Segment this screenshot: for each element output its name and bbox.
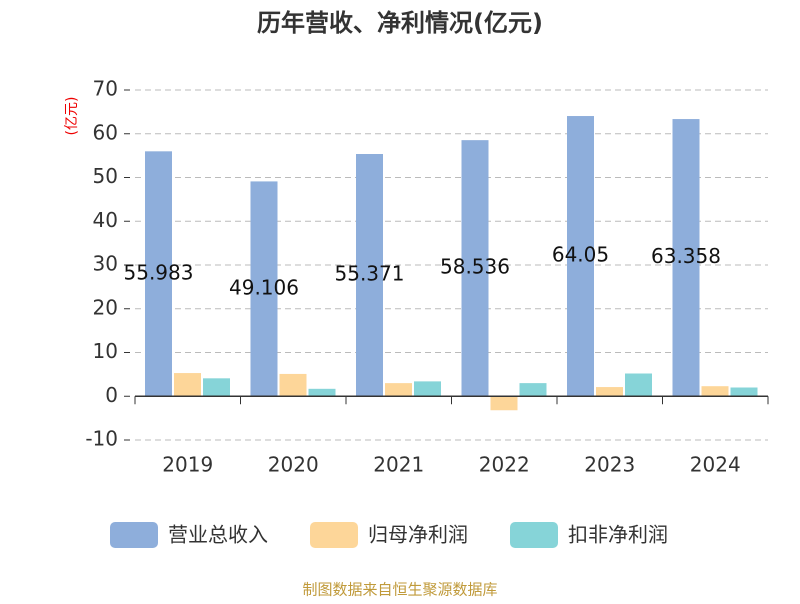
legend-label: 营业总收入 bbox=[168, 523, 268, 547]
data-label: 49.106 bbox=[229, 275, 299, 299]
bar bbox=[567, 116, 594, 397]
y-tick-label: -10 bbox=[85, 427, 118, 451]
data-label: 55.983 bbox=[124, 260, 194, 284]
bar bbox=[414, 381, 441, 397]
data-label: 58.536 bbox=[440, 255, 510, 279]
bar bbox=[174, 373, 201, 397]
y-tick-label: 10 bbox=[93, 339, 118, 363]
y-tick-label: 70 bbox=[93, 77, 118, 101]
bar bbox=[145, 151, 172, 397]
bar bbox=[519, 383, 547, 397]
bar bbox=[701, 386, 729, 397]
bar bbox=[203, 378, 230, 397]
bar bbox=[490, 396, 518, 411]
bar bbox=[308, 388, 336, 397]
y-tick-label: 40 bbox=[93, 208, 118, 232]
source-note: 制图数据来自恒生聚源数据库 bbox=[302, 581, 497, 599]
bar bbox=[672, 119, 700, 397]
legend-swatch bbox=[510, 522, 558, 548]
bar bbox=[250, 181, 278, 397]
y-tick-label: 60 bbox=[93, 120, 118, 144]
x-tick-label: 2019 bbox=[162, 453, 213, 477]
x-tick-label: 2021 bbox=[373, 453, 424, 477]
y-tick-label: 20 bbox=[93, 295, 118, 319]
legend-label: 归母净利润 bbox=[368, 523, 468, 547]
data-label: 64.05 bbox=[552, 243, 609, 267]
x-tick-label: 2024 bbox=[690, 453, 741, 477]
y-axis-label: (亿元) bbox=[64, 97, 80, 136]
bar bbox=[279, 373, 307, 397]
chart-title: 历年营收、净利情况(亿元) bbox=[257, 9, 543, 37]
legend-swatch bbox=[310, 522, 358, 548]
y-tick-label: 0 bbox=[105, 383, 118, 407]
bar bbox=[461, 140, 489, 397]
bar bbox=[625, 373, 652, 397]
legend-label: 扣非净利润 bbox=[568, 523, 668, 547]
x-tick-label: 2023 bbox=[584, 453, 635, 477]
data-label: 55.371 bbox=[335, 262, 405, 286]
bar bbox=[356, 154, 383, 397]
bar bbox=[730, 387, 758, 397]
legend-swatch bbox=[110, 522, 158, 548]
bar bbox=[385, 383, 412, 397]
y-tick-label: 50 bbox=[93, 164, 118, 188]
bar bbox=[596, 387, 623, 397]
y-tick-label: 30 bbox=[93, 252, 118, 276]
x-tick-label: 2022 bbox=[479, 453, 530, 477]
data-label: 63.358 bbox=[651, 244, 721, 268]
x-tick-label: 2020 bbox=[268, 453, 319, 477]
